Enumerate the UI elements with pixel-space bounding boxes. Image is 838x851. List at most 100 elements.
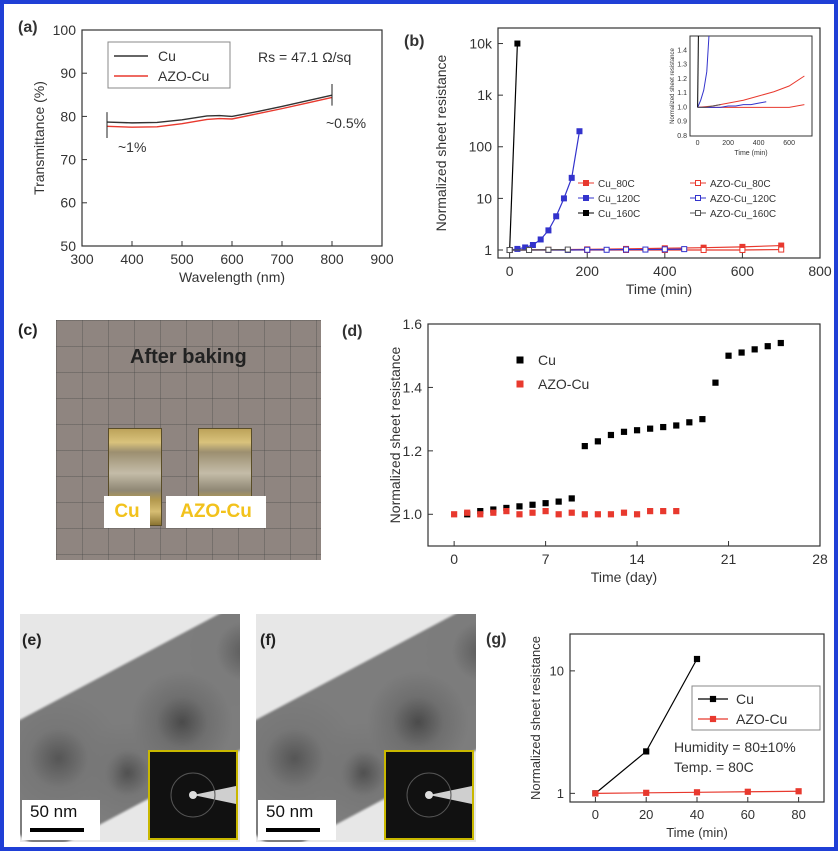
- data-point: [777, 339, 784, 347]
- y-tick-label: 50: [60, 238, 76, 254]
- inset-y-tick-label: 1.4: [677, 47, 687, 54]
- data-point: [795, 788, 802, 795]
- data-point: [529, 509, 536, 516]
- legend-marker: [516, 380, 524, 388]
- data-point: [545, 227, 552, 234]
- x-axis-label: Time (day): [591, 569, 657, 585]
- x-tick-label: 300: [70, 251, 94, 267]
- y-tick-label: 10k: [469, 35, 493, 51]
- data-point: [673, 422, 680, 429]
- legend-marker: [709, 715, 717, 723]
- y-tick-label: 90: [60, 65, 76, 81]
- panel-label-f: (f): [260, 632, 276, 649]
- x-tick-label: 200: [576, 263, 600, 279]
- x-axis-label: Wavelength (nm): [179, 269, 285, 285]
- legend-a: Cu AZO-Cu: [107, 41, 231, 89]
- y-axis-label: Transmittance (%): [31, 81, 47, 195]
- data-point: [568, 495, 575, 502]
- data-point: [673, 508, 680, 515]
- annotation-right: ~0.5%: [326, 115, 366, 131]
- data-point: [576, 128, 583, 135]
- legend-label: Cu: [158, 48, 176, 64]
- data-point: [555, 511, 562, 518]
- x-tick-label: 0: [450, 551, 458, 567]
- data-point: [725, 352, 732, 359]
- scale-line-e: [30, 828, 84, 832]
- y-tick-label: 1k: [477, 87, 493, 103]
- rs-annotation: Rs = 47.1 Ω/sq: [258, 49, 351, 65]
- x-tick-label: 20: [639, 807, 653, 822]
- series-line: [509, 43, 518, 251]
- y-tick-label: 10: [476, 190, 492, 206]
- y-tick-label: 70: [60, 152, 76, 168]
- data-point: [568, 174, 575, 181]
- data-point: [647, 508, 654, 515]
- inset-x-tick-label: 0: [696, 140, 700, 147]
- inset-series: [697, 36, 805, 108]
- x-tick-label: 0: [592, 807, 599, 822]
- y-tick-label: 1.4: [403, 379, 423, 395]
- inset-y-tick-label: 1.0: [677, 104, 687, 111]
- data-point: [560, 195, 567, 202]
- data-point: [553, 213, 560, 220]
- scale-bar-f: 50 nm: [258, 800, 336, 840]
- y-tick-label: 1: [484, 242, 492, 258]
- data-point: [564, 246, 571, 253]
- data-point: [643, 789, 650, 796]
- y-tick-label: 100: [53, 22, 77, 38]
- data-point: [620, 509, 628, 516]
- chart-a: (a) 300 400 500 600 700 800 900 50 60 70 80 90 100 Wav…: [18, 19, 394, 285]
- legend-label: Cu_80C: [598, 179, 635, 190]
- photo-tag-cu: Cu: [104, 496, 150, 528]
- legend-marker: [695, 195, 701, 201]
- series-line-cu: [106, 94, 333, 124]
- x-tick-label: 600: [220, 251, 244, 267]
- data-point: [642, 246, 649, 253]
- x-tick-label: 28: [812, 551, 828, 567]
- data-point: [693, 655, 701, 663]
- data-point: [647, 425, 654, 432]
- data-point: [607, 511, 615, 518]
- legend-label: AZO-Cu: [538, 376, 589, 392]
- data-point: [661, 246, 668, 253]
- data-point: [516, 503, 523, 510]
- panel-label-g: (g): [486, 631, 506, 648]
- inset-y-tick-label: 1.3: [677, 62, 687, 69]
- diffraction-inset-e: [148, 750, 238, 840]
- legend-marker: [516, 356, 524, 364]
- legend-label: AZO-Cu: [158, 68, 209, 84]
- x-tick-label: 60: [741, 807, 755, 822]
- data-point: [700, 247, 707, 254]
- humidity-annotation: Humidity = 80±10%: [674, 739, 796, 755]
- data-point: [739, 247, 746, 254]
- data-point: [555, 498, 562, 505]
- inset-series-line: [697, 36, 699, 108]
- legend-box: [107, 41, 231, 89]
- temperature-annotation: Temp. = 80C: [674, 759, 754, 775]
- y-axis-label: Normalized sheet resistance: [387, 346, 403, 523]
- legend-marker: [583, 180, 589, 186]
- data-point: [623, 246, 630, 253]
- data-point: [594, 511, 601, 518]
- inset-y-tick-label: 0.8: [677, 133, 687, 140]
- x-tick-label: 14: [629, 551, 645, 567]
- data-point: [594, 438, 601, 445]
- data-point: [699, 416, 706, 423]
- data-point: [526, 247, 533, 254]
- scale-bar-e: 50 nm: [22, 800, 100, 840]
- x-tick-label: 7: [542, 551, 550, 567]
- inset-x-tick-label: 600: [783, 140, 795, 147]
- data-point: [506, 247, 513, 254]
- data-point: [764, 343, 771, 350]
- y-tick-label: 10: [550, 663, 564, 678]
- plot-area: [497, 27, 821, 259]
- data-point: [542, 500, 549, 507]
- data-point: [712, 379, 719, 386]
- photo-title: After baking: [130, 346, 247, 368]
- y-tick-label: 1.6: [403, 316, 423, 332]
- data-point: [516, 511, 523, 518]
- data-point: [607, 431, 615, 439]
- data-point: [744, 788, 751, 795]
- y-tick-label: 1.0: [403, 506, 423, 522]
- inset-x-tick-label: 200: [722, 140, 734, 147]
